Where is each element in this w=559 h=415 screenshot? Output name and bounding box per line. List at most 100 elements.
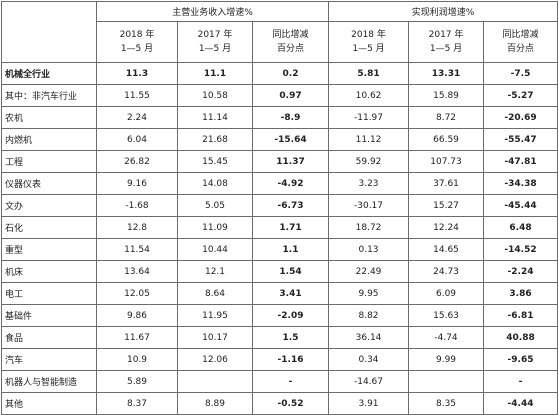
value-cell: 10.44 [177, 238, 253, 261]
industry-name: 石化 [1, 216, 97, 239]
value-cell: 11.12 [328, 128, 410, 151]
table-row: 石化 12.8 11.09 1.71 18.72 12.24 6.48 [1, 216, 559, 239]
value-cell: 12.24 [408, 216, 485, 239]
value-cell: 5.81 [328, 62, 410, 85]
table-row: 仪器仪表 9.16 14.08 -4.92 3.23 37.61 -34.38 [1, 172, 559, 195]
value-cell: 5.05 [177, 194, 253, 217]
value-cell: 36.14 [328, 326, 410, 349]
header-period-1: 2017 年 1—5 月 [177, 21, 253, 63]
value-cell: 3.23 [328, 172, 410, 195]
value-cell: 12.06 [177, 348, 253, 371]
value-cell: 11.3 [96, 62, 178, 85]
value-cell: 0.34 [328, 348, 410, 371]
value-cell: 11.1 [177, 62, 253, 85]
header-period-2: 同比增减 百分点 [251, 21, 330, 63]
value-cell [408, 370, 485, 393]
value-cell: -5.27 [483, 84, 559, 107]
value-cell: 14.65 [408, 238, 485, 261]
header-period-line1: 2017 年 [197, 30, 233, 40]
industry-name: 机械全行业 [1, 62, 97, 85]
value-cell: -9.65 [483, 348, 559, 371]
value-cell: - [251, 370, 330, 393]
table-row: 汽车 10.9 12.06 -1.16 0.34 9.99 -9.65 [1, 348, 559, 371]
value-cell: 10.9 [96, 348, 178, 371]
value-cell: -15.64 [251, 128, 330, 151]
value-cell: 15.63 [408, 304, 485, 327]
value-cell: 8.35 [408, 392, 485, 415]
value-cell: 14.08 [177, 172, 253, 195]
value-cell: 11.14 [177, 106, 253, 129]
value-cell: 107.73 [408, 150, 485, 173]
value-cell: -34.38 [483, 172, 559, 195]
table-row: 基础件 9.86 11.95 -2.09 8.82 15.63 -6.81 [1, 304, 559, 327]
value-cell: 22.49 [328, 260, 410, 283]
value-cell: 9.99 [408, 348, 485, 371]
value-cell: -55.47 [483, 128, 559, 151]
value-cell: 15.89 [408, 84, 485, 107]
industry-name: 电工 [1, 282, 97, 305]
value-cell: 11.55 [96, 84, 178, 107]
header-period-line2: 1—5 月 [429, 44, 463, 54]
value-cell: 9.86 [96, 304, 178, 327]
value-cell: -1.68 [96, 194, 178, 217]
value-cell: 3.86 [483, 282, 559, 305]
value-cell: 1.5 [251, 326, 330, 349]
value-cell: -45.44 [483, 194, 559, 217]
value-cell: 9.95 [328, 282, 410, 305]
value-cell: -14.67 [328, 370, 410, 393]
value-cell: -11.97 [328, 106, 410, 129]
value-cell: 10.17 [177, 326, 253, 349]
value-cell: 10.58 [177, 84, 253, 107]
value-cell: - [483, 370, 559, 393]
value-cell: 3.91 [328, 392, 410, 415]
value-cell: 9.16 [96, 172, 178, 195]
header-period-3: 2018 年 1—5 月 [328, 21, 410, 63]
value-cell: 11.95 [177, 304, 253, 327]
header-period-line2: 1—5 月 [198, 44, 232, 54]
industry-name: 汽车 [1, 348, 97, 371]
value-cell: 0.2 [251, 62, 330, 85]
value-cell: -7.5 [483, 62, 559, 85]
industry-name: 农机 [1, 106, 97, 129]
value-cell: 12.05 [96, 282, 178, 305]
value-cell: -4.44 [483, 392, 559, 415]
value-cell: 2.24 [96, 106, 178, 129]
value-cell: -0.52 [251, 392, 330, 415]
value-cell: 1.71 [251, 216, 330, 239]
value-cell: 6.04 [96, 128, 178, 151]
value-cell: 40.88 [483, 326, 559, 349]
value-cell: 6.48 [483, 216, 559, 239]
header-period-line1: 同比增减 [272, 30, 309, 40]
value-cell: -6.81 [483, 304, 559, 327]
table-row: 电工 12.05 8.64 3.41 9.95 6.09 3.86 [1, 282, 559, 305]
value-cell: 21.68 [177, 128, 253, 151]
value-cell: 1.1 [251, 238, 330, 261]
value-cell: 11.37 [251, 150, 330, 173]
value-cell: 24.73 [408, 260, 485, 283]
value-cell: -1.16 [251, 348, 330, 371]
table-row: 农机 2.24 11.14 -8.9 -11.97 8.72 -20.69 [1, 106, 559, 129]
table-row: 食品 11.67 10.17 1.5 36.14 -4.74 40.88 [1, 326, 559, 349]
table-row: 文办 -1.68 5.05 -6.73 -30.17 15.27 -45.44 [1, 194, 559, 217]
industry-name: 仪器仪表 [1, 172, 97, 195]
value-cell: 37.61 [408, 172, 485, 195]
table-row: 其中：非汽车行业 11.55 10.58 0.97 10.62 15.89 -5.27 [1, 84, 559, 107]
value-cell: 26.82 [96, 150, 178, 173]
header-period-0: 2018 年 1—5 月 [96, 21, 178, 63]
industry-name: 其中：非汽车行业 [1, 84, 97, 107]
value-cell: 15.45 [177, 150, 253, 173]
header-corner [1, 1, 97, 63]
header-period-line1: 2017 年 [428, 30, 464, 40]
table-row: 内燃机 6.04 21.68 -15.64 11.12 66.59 -55.47 [1, 128, 559, 151]
header-row-groups: 主营业务收入增速% 实现利润增速% [1, 1, 559, 63]
table-row: 机器人与智能制造 5.89- -14.67- [1, 370, 559, 393]
header-revenue-growth: 主营业务收入增速% [95, 1, 330, 22]
table-row: 机床 13.64 12.1 1.54 22.49 24.73 -2.24 [1, 260, 559, 283]
value-cell: 12.8 [96, 216, 178, 239]
header-period-line2: 百分点 [277, 44, 305, 54]
value-cell: 6.09 [408, 282, 485, 305]
header-period-line2: 1—5 月 [120, 44, 154, 54]
table-body: 机械全行业 11.3 11.1 0.2 5.81 13.31 -7.5 其中：非汽车行业 11.… [1, 62, 559, 415]
value-cell: 12.1 [177, 260, 253, 283]
